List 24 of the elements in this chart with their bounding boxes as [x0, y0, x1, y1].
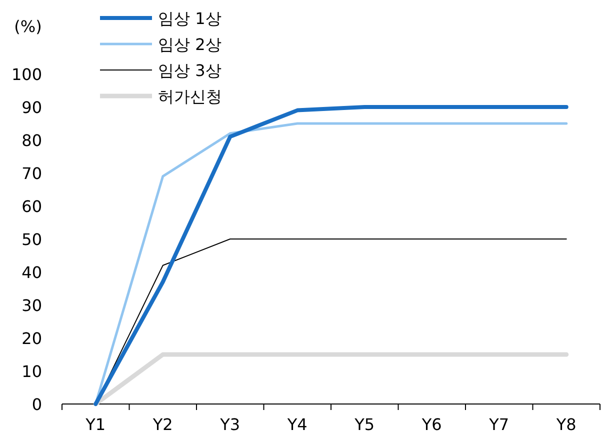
legend-label: 임상 1상 — [158, 9, 222, 28]
y-tick-label: 0 — [32, 395, 42, 414]
legend-label: 임상 3상 — [158, 61, 222, 80]
y-tick-label: 60 — [22, 197, 42, 216]
x-tick-label: Y3 — [219, 415, 240, 434]
y-tick-label: 50 — [22, 230, 42, 249]
y-tick-label: 30 — [22, 296, 42, 315]
x-tick-label: Y1 — [84, 415, 106, 434]
y-tick-label: 40 — [22, 263, 42, 282]
y-tick-label: 80 — [22, 131, 42, 150]
x-tick-label: Y5 — [354, 415, 375, 434]
x-tick-label: Y6 — [420, 415, 442, 434]
x-tick-label: Y2 — [152, 415, 173, 434]
legend-label: 허가신청 — [158, 87, 222, 106]
x-tick-label: Y4 — [286, 415, 308, 434]
y-tick-label: 100 — [11, 65, 42, 84]
y-tick-label: 20 — [22, 329, 42, 348]
y-axis-title: (%) — [14, 17, 42, 36]
y-tick-label: 90 — [22, 98, 42, 117]
x-tick-label: Y7 — [488, 415, 510, 434]
legend-label: 임상 2상 — [158, 35, 222, 54]
y-tick-label: 70 — [22, 164, 42, 183]
y-tick-label: 10 — [22, 362, 42, 381]
x-tick-label: Y8 — [555, 415, 576, 434]
